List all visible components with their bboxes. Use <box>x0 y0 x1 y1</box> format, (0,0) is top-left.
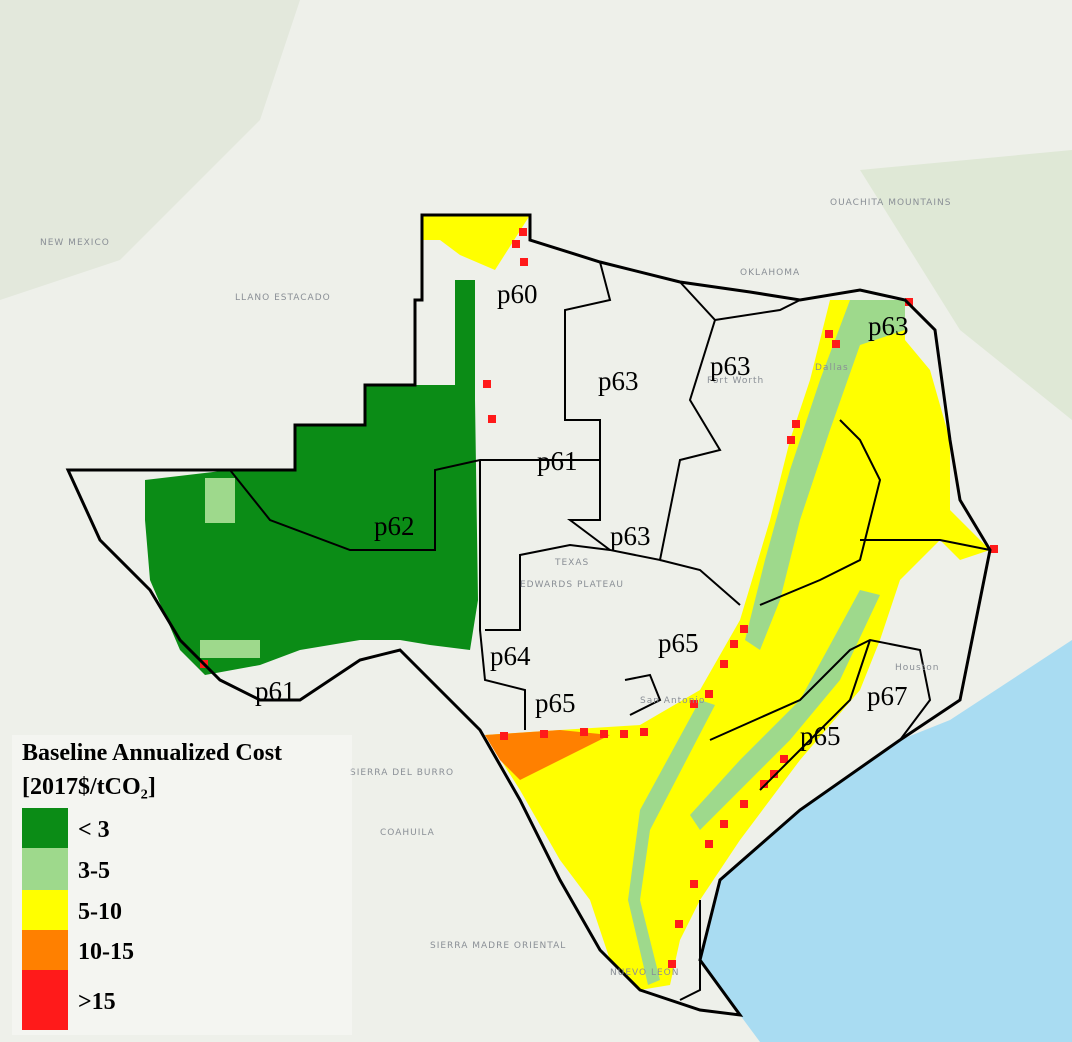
basemap-label: TEXAS <box>554 558 589 568</box>
red-cell <box>792 420 800 428</box>
red-cell <box>668 960 676 968</box>
red-cell <box>488 415 496 423</box>
red-cell <box>770 770 778 778</box>
legend-swatch <box>22 808 68 848</box>
legend-background <box>12 735 352 1035</box>
region-label: p61 <box>537 446 578 476</box>
region-label: p65 <box>658 628 699 658</box>
red-cell <box>512 240 520 248</box>
legend-label: 5-10 <box>78 899 122 925</box>
region-label: p60 <box>497 279 538 309</box>
red-cell <box>600 730 608 738</box>
red-cell <box>520 258 528 266</box>
red-cell <box>640 728 648 736</box>
basemap-label: COAHUILA <box>380 828 435 838</box>
red-cell <box>720 820 728 828</box>
red-cell <box>780 755 788 763</box>
legend-label: >15 <box>78 989 116 1015</box>
basemap-label: OUACHITA MOUNTAINS <box>830 198 951 208</box>
red-cell <box>519 228 527 236</box>
legend-label: < 3 <box>78 817 110 843</box>
legend-swatch <box>22 848 68 890</box>
legend-swatch <box>22 930 68 970</box>
basemap-label: OKLAHOMA <box>740 268 800 278</box>
red-cell <box>705 840 713 848</box>
gulf <box>700 640 1072 1042</box>
region-label: p65 <box>535 688 576 718</box>
red-cell <box>540 730 548 738</box>
basemap-label: Houston <box>895 663 939 673</box>
legend-swatch <box>22 970 68 1030</box>
area-green <box>145 280 478 675</box>
area-lightgreen <box>690 590 880 830</box>
red-cell <box>787 436 795 444</box>
red-cell <box>690 880 698 888</box>
legend-title: Baseline Annualized Cost <box>22 740 282 766</box>
legend-label: 10-15 <box>78 939 134 965</box>
basemap-label: San Antonio <box>640 696 705 706</box>
terrain <box>0 0 300 300</box>
region-label: p64 <box>490 641 531 671</box>
red-cell <box>690 700 698 708</box>
area-lightgreen <box>200 640 260 658</box>
area-lightgreen <box>205 478 235 523</box>
area-lightgreen <box>628 700 715 985</box>
basemap-label: SIERRA MADRE ORIENTAL <box>430 941 566 951</box>
red-cell <box>730 640 738 648</box>
red-cell <box>705 690 713 698</box>
basemap-label: EDWARDS PLATEAU <box>520 580 624 590</box>
region-label: p67 <box>867 681 908 711</box>
legend-label: 3-5 <box>78 858 110 884</box>
region-label: p61 <box>255 676 296 706</box>
basemap-label: NEW MEXICO <box>40 238 110 248</box>
region-label: p62 <box>374 511 415 541</box>
red-cell <box>720 660 728 668</box>
red-cell <box>760 780 768 788</box>
basemap-label: LLANO ESTACADO <box>235 293 331 303</box>
legend: Baseline Annualized Cost [2017$/tCO₂] < … <box>12 735 352 1035</box>
region-label: p63 <box>598 366 639 396</box>
legend-swatch <box>22 890 68 930</box>
basemap-label: NUEVO LEON <box>610 968 679 978</box>
region-label: p63 <box>610 521 651 551</box>
red-cell <box>500 732 508 740</box>
red-cell <box>675 920 683 928</box>
region-boundaries <box>229 261 991 1001</box>
region-label: p63 <box>868 311 909 341</box>
red-cell <box>483 380 491 388</box>
area-lightgreen <box>745 300 905 650</box>
basemap-label: Fort Worth <box>707 376 764 386</box>
red-cell <box>990 545 998 553</box>
texas-outline <box>65 213 992 1017</box>
basemap-label: Dallas <box>815 363 849 373</box>
region-label: p63 <box>710 351 751 381</box>
red-cell <box>620 730 628 738</box>
legend-unit: [2017$/tCO₂] <box>22 774 156 800</box>
red-cells <box>200 228 998 968</box>
red-cell <box>825 330 833 338</box>
basemap-labels: NEW MEXICO OKLAHOMA TEXAS LLANO ESTACADO EDW… <box>40 198 951 978</box>
red-cell <box>580 728 588 736</box>
red-cell <box>740 800 748 808</box>
terrain <box>860 150 1072 420</box>
area-yellow <box>422 215 530 270</box>
red-cell <box>740 625 748 633</box>
area-orange <box>485 730 610 780</box>
region-label: p65 <box>800 721 841 751</box>
basemap-label: SIERRA DEL BURRO <box>350 768 454 778</box>
red-cell <box>832 340 840 348</box>
